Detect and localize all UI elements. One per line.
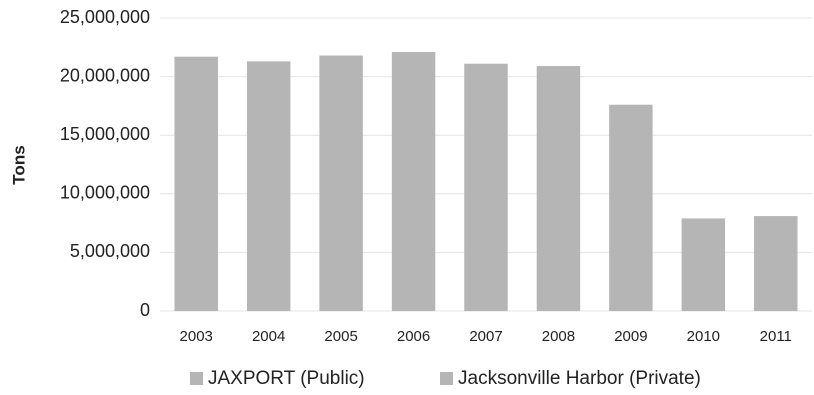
x-tick-label: 2011 — [760, 328, 792, 345]
bar — [174, 56, 218, 312]
y-axis-label: Tons — [9, 145, 28, 184]
bar — [536, 66, 581, 311]
y-tick-label: 20,000,000 — [60, 65, 150, 85]
x-tick-label: 2009 — [614, 328, 647, 345]
x-tick-label: 2007 — [469, 328, 502, 345]
bar — [609, 104, 653, 311]
legend-swatch — [190, 372, 203, 385]
y-tick-label: 0 — [140, 300, 150, 320]
bar — [464, 63, 508, 311]
bar — [246, 61, 291, 311]
x-tick-label: 2005 — [324, 328, 357, 345]
x-tick-label: 2004 — [252, 328, 285, 345]
y-tick-label: 5,000,000 — [70, 241, 150, 261]
bar — [754, 216, 798, 311]
bar — [319, 55, 363, 312]
x-tick-label: 2010 — [687, 328, 720, 345]
legend-label: JAXPORT (Public) — [208, 368, 365, 389]
legend-swatch — [440, 372, 453, 385]
y-tick-label: 10,000,000 — [60, 183, 150, 203]
y-tick-label: 15,000,000 — [60, 124, 150, 144]
bar — [391, 51, 436, 311]
x-tick-label: 2006 — [397, 328, 430, 345]
x-tick-label: 2003 — [180, 328, 213, 345]
y-tick-label: 25,000,000 — [60, 7, 150, 27]
legend-label: Jacksonville Harbor (Private) — [458, 368, 701, 389]
x-tick-label: 2008 — [542, 328, 575, 345]
bar — [681, 218, 726, 311]
